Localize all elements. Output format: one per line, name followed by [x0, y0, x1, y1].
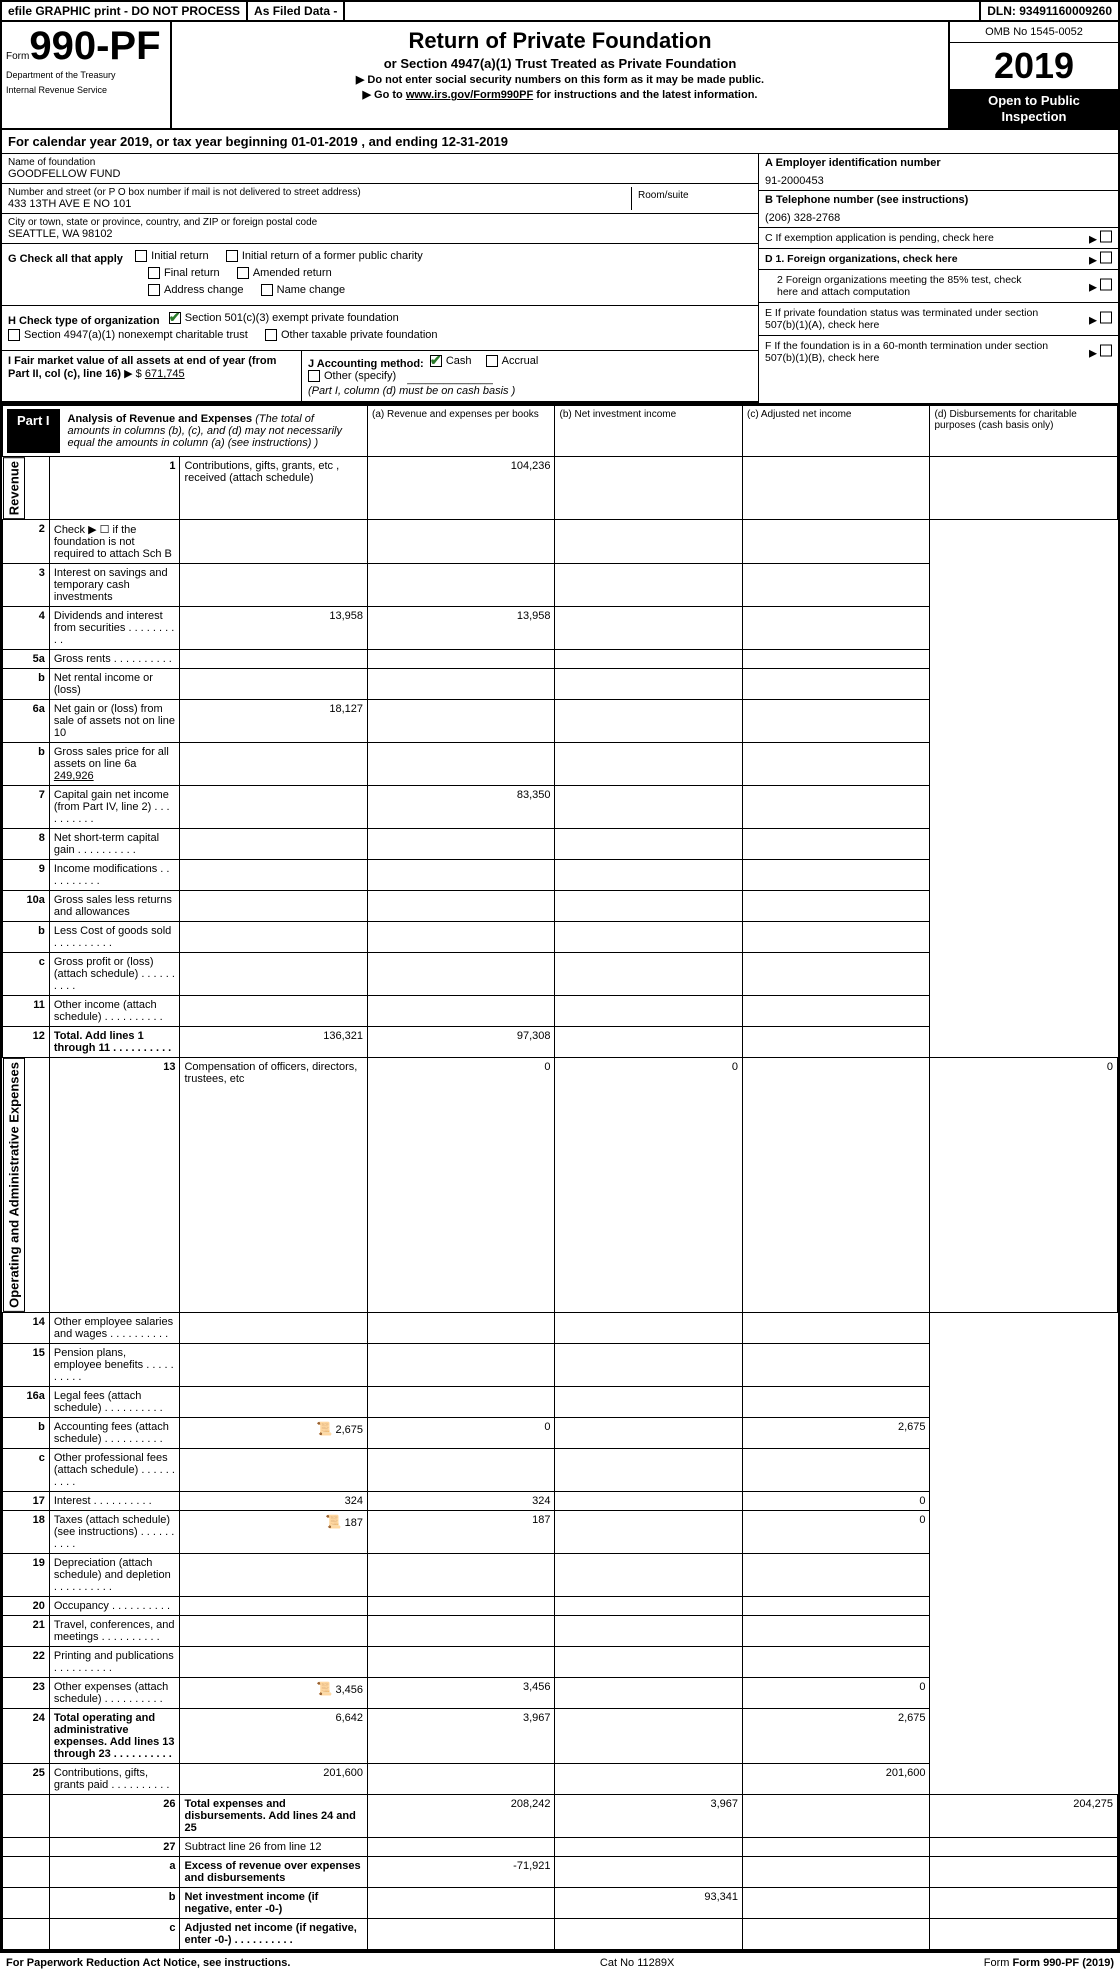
chk-name-change[interactable]: Name change	[261, 284, 346, 296]
chk-other-method[interactable]: Other (specify)	[308, 370, 396, 382]
chk-foreign-org[interactable]	[1100, 252, 1112, 264]
attachment-icon[interactable]: 📜	[316, 1421, 332, 1436]
table-row: 24Total operating and administrative exp…	[3, 1709, 1118, 1764]
section-c: C If exemption application is pending, c…	[759, 228, 1118, 249]
table-row: 7Capital gain net income (from Part IV, …	[3, 786, 1118, 829]
table-row: 26Total expenses and disbursements. Add …	[3, 1795, 1118, 1838]
expenses-label: Operating and Administrative Expenses	[3, 1058, 25, 1312]
section-i: I Fair market value of all assets at end…	[2, 351, 302, 401]
section-f: F If the foundation is in a 60-month ter…	[759, 336, 1118, 368]
table-row: 8Net short-term capital gain	[3, 829, 1118, 860]
form-container: efile GRAPHIC print - DO NOT PROCESS As …	[0, 0, 1120, 1952]
chk-initial-former[interactable]: Initial return of a former public charit…	[226, 250, 423, 262]
table-row: 16aLegal fees (attach schedule)	[3, 1387, 1118, 1418]
table-row: bGross sales price for all assets on lin…	[3, 743, 1118, 786]
calendar-year-row: For calendar year 2019, or tax year begi…	[2, 130, 1118, 154]
table-row: bNet rental income or (loss)	[3, 669, 1118, 700]
table-row: 5aGross rents	[3, 650, 1118, 669]
efile-notice: efile GRAPHIC print - DO NOT PROCESS	[2, 2, 248, 20]
table-row: bNet investment income (if negative, ent…	[3, 1888, 1118, 1919]
form-header: Form990-PF Department of the Treasury In…	[2, 22, 1118, 130]
chk-initial-return[interactable]: Initial return	[135, 250, 208, 262]
attachment-icon[interactable]: 📜	[325, 1514, 341, 1529]
col-b-header: (b) Net investment income	[555, 406, 743, 457]
table-row: 23Other expenses (attach schedule)📜 3,45…	[3, 1678, 1118, 1709]
chk-507b1b[interactable]	[1100, 345, 1112, 357]
table-row: 15Pension plans, employee benefits	[3, 1344, 1118, 1387]
omb-number: OMB No 1545-0052	[950, 22, 1118, 43]
page-footer: For Paperwork Reduction Act Notice, see …	[0, 1952, 1120, 1973]
chk-501c3[interactable]: Section 501(c)(3) exempt private foundat…	[169, 312, 399, 324]
table-row: aExcess of revenue over expenses and dis…	[3, 1857, 1118, 1888]
attachment-icon[interactable]: 📜	[316, 1681, 332, 1696]
as-filed: As Filed Data -	[248, 2, 345, 20]
open-to-public: Open to Public Inspection	[950, 89, 1118, 128]
phone: (206) 328-2768	[765, 206, 1112, 224]
table-row: 3Interest on savings and temporary cash …	[3, 564, 1118, 607]
chk-507b1a[interactable]	[1100, 312, 1112, 324]
foundation-name: GOODFELLOW FUND	[8, 168, 752, 180]
table-row: 25Contributions, gifts, grants paid201,6…	[3, 1764, 1118, 1795]
part1-table: Part I Analysis of Revenue and Expenses …	[2, 405, 1118, 1950]
form-title: Return of Private Foundation	[178, 28, 942, 54]
ein: 91-2000453	[765, 169, 1112, 187]
city-state-zip: SEATTLE, WA 98102	[8, 228, 752, 240]
table-row: 20Occupancy	[3, 1597, 1118, 1616]
section-g: G Check all that apply Initial return In…	[2, 244, 758, 306]
table-row: 22Printing and publications	[3, 1647, 1118, 1678]
table-row: 27Subtract line 26 from line 12	[3, 1838, 1118, 1857]
part1-tab: Part I	[7, 409, 60, 453]
table-row: 18Taxes (attach schedule) (see instructi…	[3, 1511, 1118, 1554]
section-d1: D 1. Foreign organizations, check here ▶	[759, 249, 1118, 270]
table-row: cOther professional fees (attach schedul…	[3, 1449, 1118, 1492]
table-row: cAdjusted net income (if negative, enter…	[3, 1919, 1118, 1950]
identification-block: Name of foundation GOODFELLOW FUND Numbe…	[2, 154, 1118, 405]
table-row: Operating and Administrative Expenses 13…	[3, 1058, 1118, 1313]
table-row: 21Travel, conferences, and meetings	[3, 1616, 1118, 1647]
section-d2: 2 Foreign organizations meeting the 85% …	[759, 270, 1118, 303]
street-address: 433 13TH AVE E NO 101	[8, 198, 631, 210]
table-row: Revenue 1 Contributions, gifts, grants, …	[3, 457, 1118, 520]
table-row: bAccounting fees (attach schedule)📜 2,67…	[3, 1418, 1118, 1449]
table-row: 14Other employee salaries and wages	[3, 1313, 1118, 1344]
fmv-value: 671,745	[145, 368, 185, 380]
table-row: 10aGross sales less returns and allowanc…	[3, 891, 1118, 922]
chk-cash[interactable]: Cash	[430, 355, 472, 367]
chk-other-taxable[interactable]: Other taxable private foundation	[265, 329, 438, 341]
tax-year: 2019	[950, 43, 1118, 89]
col-c-header: (c) Adjusted net income	[742, 406, 930, 457]
chk-final-return[interactable]: Final return	[148, 267, 220, 279]
chk-4947a1[interactable]: Section 4947(a)(1) nonexempt charitable …	[8, 329, 248, 341]
table-row: cGross profit or (loss) (attach schedule…	[3, 953, 1118, 996]
section-e: E If private foundation status was termi…	[759, 303, 1118, 336]
table-row: 11Other income (attach schedule)	[3, 996, 1118, 1027]
table-row: 2Check ▶ ☐ if the foundation is not requ…	[3, 520, 1118, 564]
table-row: 6aNet gain or (loss) from sale of assets…	[3, 700, 1118, 743]
chk-address-change[interactable]: Address change	[148, 284, 244, 296]
top-bar: efile GRAPHIC print - DO NOT PROCESS As …	[2, 2, 1118, 22]
table-row: 9Income modifications	[3, 860, 1118, 891]
chk-accrual[interactable]: Accrual	[486, 355, 539, 367]
revenue-label: Revenue	[3, 457, 25, 519]
chk-85pct-test[interactable]	[1100, 279, 1112, 291]
chk-exemption-pending[interactable]	[1100, 231, 1112, 243]
table-row: 19Depreciation (attach schedule) and dep…	[3, 1554, 1118, 1597]
table-row: 17Interest3243240	[3, 1492, 1118, 1511]
irs-link[interactable]: www.irs.gov/Form990PF	[406, 89, 533, 101]
table-row: 12Total. Add lines 1 through 11136,32197…	[3, 1027, 1118, 1058]
form-number: 990-PF	[29, 24, 160, 68]
section-h: H Check type of organization Section 501…	[2, 306, 758, 351]
col-a-header: (a) Revenue and expenses per books	[367, 406, 555, 457]
section-j: J Accounting method: Cash Accrual Other …	[302, 351, 758, 401]
col-d-header: (d) Disbursements for charitable purpose…	[930, 406, 1118, 457]
chk-amended-return[interactable]: Amended return	[237, 267, 332, 279]
dln: DLN: 93491160009260	[979, 2, 1118, 20]
table-row: bLess Cost of goods sold	[3, 922, 1118, 953]
table-row: 4Dividends and interest from securities1…	[3, 607, 1118, 650]
